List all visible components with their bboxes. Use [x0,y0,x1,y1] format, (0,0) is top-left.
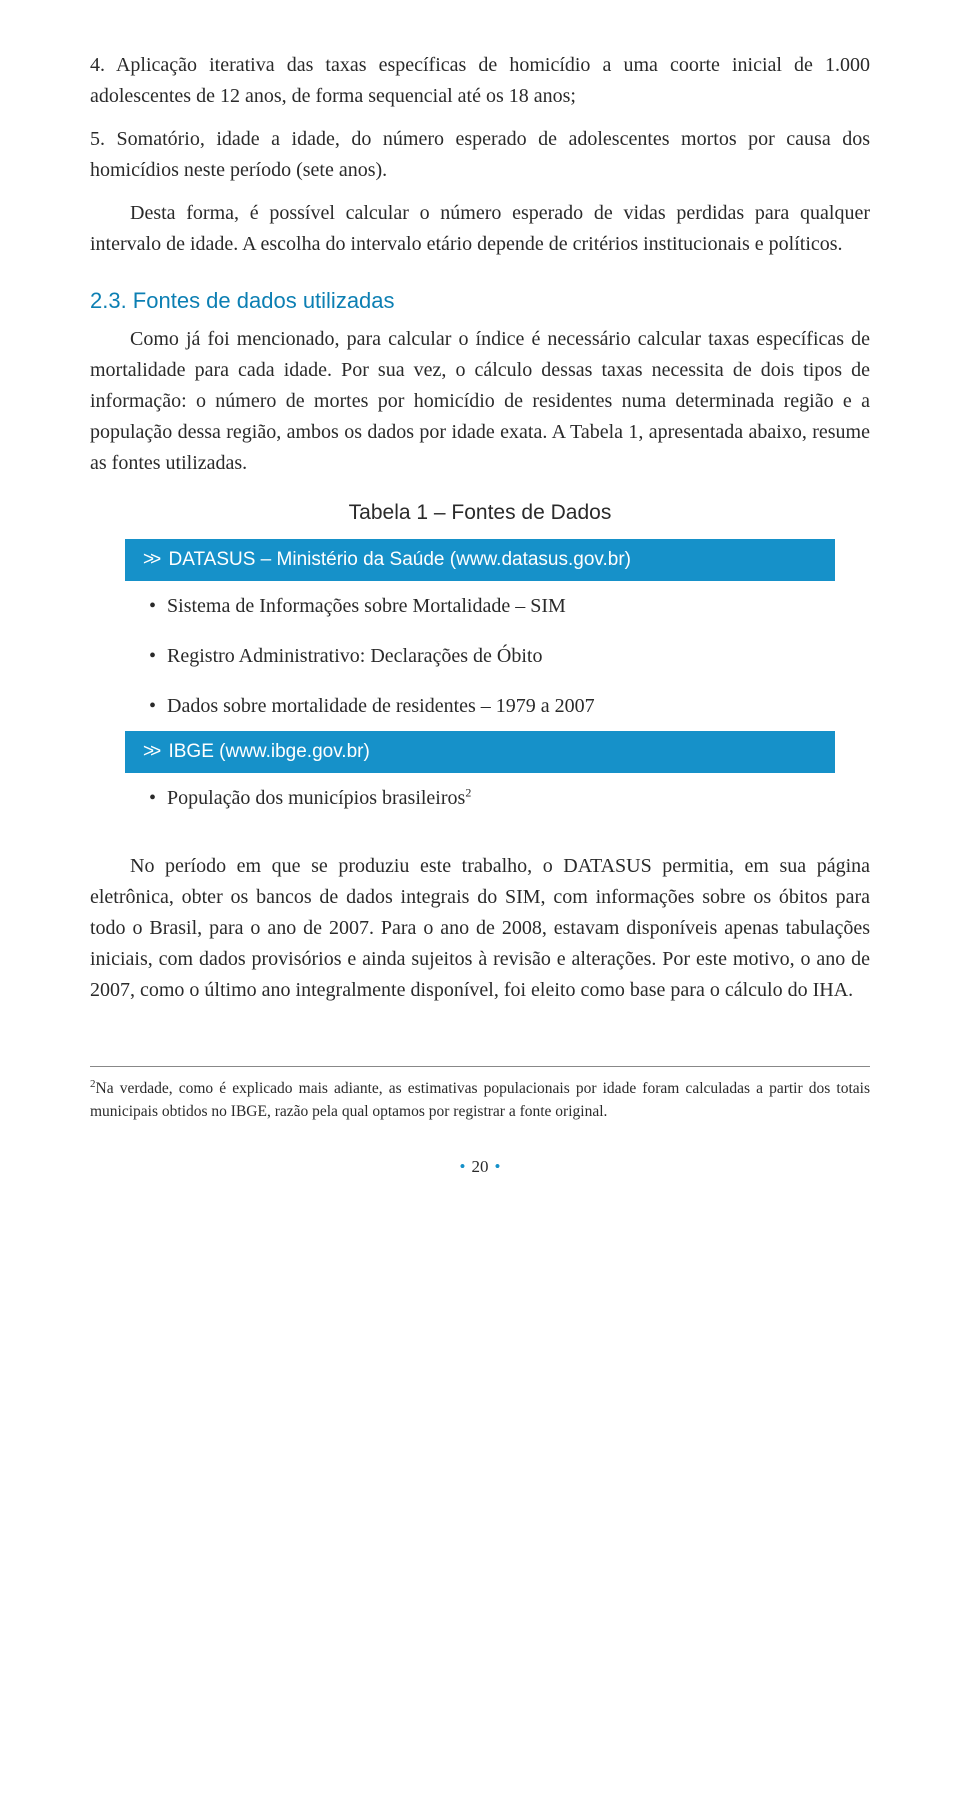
section-heading-2-3: 2.3. Fontes de dados utilizadas [90,288,870,314]
bullet-icon: • [149,787,156,809]
table-title: Tabela 1 – Fontes de Dados [90,501,870,525]
paragraph-periodo: No período em que se produziu este traba… [90,851,870,1006]
paragraph-item-5: 5. Somatório, idade a idade, do número e… [90,124,870,186]
table-row: • Sistema de Informações sobre Mortalida… [125,581,835,631]
bullet-icon: • [149,645,156,667]
superscript-2: 2 [465,785,471,799]
table-header-datasus: >> DATASUS – Ministério da Saúde (www.da… [125,539,835,581]
footnote-text: Na verdade, como é explicado mais adiant… [90,1080,870,1119]
paragraph-conclusion: Desta forma, é possível calcular o númer… [90,198,870,260]
table-row-text: Registro Administrativo: Declarações de … [167,645,542,667]
paragraph-item-4: 4. Aplicação iterativa das taxas específ… [90,50,870,112]
table-row: • Registro Administrativo: Declarações d… [125,631,835,681]
table-header-ibge-text: IBGE (www.ibge.gov.br) [168,741,369,762]
page-number-value: 20 [472,1157,489,1176]
paragraph-fontes: Como já foi mencionado, para calcular o … [90,324,870,479]
table-header-datasus-text: DATASUS – Ministério da Saúde (www.datas… [168,549,631,570]
chevron-icon: >> [143,549,157,570]
table-header-ibge: >> IBGE (www.ibge.gov.br) [125,731,835,773]
table-fontes-de-dados: >> DATASUS – Ministério da Saúde (www.da… [125,539,835,823]
table-row: • População dos municípios brasileiros2 [125,773,835,823]
footnote: 2Na verdade, como é explicado mais adian… [90,1077,870,1123]
dot-icon: • [495,1157,501,1176]
table-row-text: Sistema de Informações sobre Mortalidade… [167,595,566,617]
bullet-icon: • [149,695,156,717]
page-number: • 20 • [90,1157,870,1177]
table-row-text: Dados sobre mortalidade de residentes – … [167,695,595,717]
bullet-icon: • [149,595,156,617]
dot-icon: • [460,1157,466,1176]
chevron-icon: >> [143,741,157,762]
table-row: • Dados sobre mortalidade de residentes … [125,681,835,731]
footnote-separator [90,1066,870,1067]
table-row-text: População dos municípios brasileiros [167,787,465,809]
